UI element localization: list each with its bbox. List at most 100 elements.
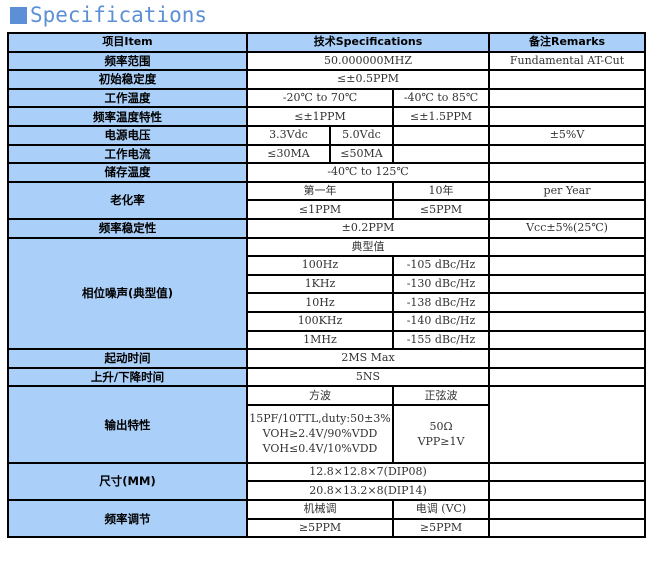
row-label: 电源电压 (7, 124, 248, 146)
table-cell: 2MS Max (245, 348, 491, 369)
table-cell: ≥5PPM (246, 517, 394, 539)
table-cell: ≤30MA (246, 143, 331, 165)
table-cell (488, 199, 647, 220)
table-row: 1MHz -155 dBc/Hz (8, 329, 647, 351)
table-row: 尺寸(MM) 12.8×12.8×7(DIP08) (7, 461, 647, 502)
table-row: 起动时间 2MS Max (7, 348, 647, 369)
table-cell (488, 69, 647, 90)
row-label: 尺寸(MM) (7, 461, 248, 502)
row-label: 初始稳定度 (7, 69, 248, 90)
section-title: Specifications (10, 2, 207, 28)
table-cell (488, 106, 647, 127)
table-row: 工作电流 ≤30MA ≤50MA (7, 143, 647, 165)
table-cell: -20℃ to 70℃ (246, 87, 394, 109)
table-cell (488, 310, 647, 332)
table-cell: 20.8×13.2×8(DIP14) (245, 480, 491, 502)
table-cell: 100KHz (246, 310, 394, 332)
table-row: 频率温度特性 ≤±1PPM ≤±1.5PPM (7, 106, 647, 127)
row-label: 工作温度 (7, 87, 248, 109)
table-cell: Vcc±5%(25℃) (488, 217, 647, 239)
table-cell (488, 292, 647, 313)
table-cell: -40℃ to 125℃ (245, 162, 491, 183)
row-label: 频率温度特性 (7, 106, 248, 127)
table-cell: per Year (488, 180, 647, 202)
table-cell: ≤50MA (329, 143, 394, 165)
table-row: 老化率 第一年 10年 per Year (7, 180, 647, 220)
table-cell (488, 255, 647, 276)
square-bullet-icon (10, 6, 27, 24)
row-label: 老化率 (7, 180, 248, 220)
table-cell: 3.3Vdc (246, 124, 331, 146)
table-row: 15PF/10TTL,duty:50±3% VOH≥2.4V/90%VDD VO… (8, 403, 645, 464)
row-label: 相位噪声(典型值) (7, 236, 248, 351)
table-cell: ≤5PPM (391, 199, 491, 220)
table-cell: 100Hz (246, 255, 394, 276)
table-cell: 电调 (VC) (391, 499, 491, 520)
table-cell: ≤1PPM (246, 199, 394, 220)
table-row: 频率稳定性 ±0.2PPM Vcc±5%(25℃) (7, 217, 647, 239)
table-row: 工作温度 -20℃ to 70℃ -40℃ to 85℃ (7, 87, 647, 109)
table-cell (488, 162, 647, 183)
table-cell: 第一年 (246, 180, 394, 202)
table-cell (488, 499, 647, 520)
table-cell: 50Ω VPP≥1V (391, 403, 491, 464)
table-row: 100Hz -105 dBc/Hz (8, 255, 647, 276)
row-label: 起动时间 (7, 348, 248, 369)
row-label: 频率稳定性 (7, 217, 248, 239)
table-cell (488, 461, 647, 483)
table-cell: -138 dBc/Hz (391, 292, 491, 313)
table-cell (488, 348, 647, 369)
row-label: 工作电流 (7, 143, 248, 165)
table-cell: ≤±0.5PPM (245, 69, 491, 90)
table-cell: ≤±1.5PPM (391, 106, 491, 127)
table-row: 电源电压 3.3Vdc 5.0Vdc ±5%V (7, 124, 647, 146)
table-cell (488, 366, 647, 388)
table-cell: ≤±1PPM (246, 106, 394, 127)
table-cell: 1KHz (246, 273, 394, 295)
table-cell: 50.000000MHZ (245, 50, 491, 72)
table-cell: -155 dBc/Hz (391, 329, 491, 351)
table-row: 上升/下降时间 5NS (7, 366, 647, 388)
table-cell (488, 385, 647, 464)
row-label: 储存温度 (7, 162, 248, 183)
table-cell (391, 124, 491, 146)
section-title-text: Specifications (30, 3, 208, 27)
specifications-table: 项目Item 技术Specifications 备注Remarks 频率范围 50… (7, 32, 647, 539)
header-item: 项目Item (7, 32, 248, 53)
table-cell: 10Hz (246, 292, 394, 313)
table-header-row: 项目Item 技术Specifications 备注Remarks (7, 32, 647, 53)
table-cell (488, 517, 647, 539)
table-row: 输出特性 方波 正弦波 (7, 385, 647, 464)
table-cell: 5NS (245, 366, 491, 388)
table-row: ≥5PPM ≥5PPM (8, 517, 647, 539)
table-cell: 5.0Vdc (329, 124, 394, 146)
table-row: 初始稳定度 ≤±0.5PPM (7, 69, 647, 90)
row-label: 上升/下降时间 (7, 366, 248, 388)
table-cell (488, 480, 647, 502)
table-row: 频率范围 50.000000MHZ Fundamental AT-Cut (7, 50, 647, 72)
table-cell (488, 87, 647, 109)
row-label: 频率范围 (7, 50, 248, 72)
table-cell: ±5%V (488, 124, 647, 146)
row-label: 频率调节 (7, 499, 248, 539)
table-cell: 机械调 (246, 499, 394, 520)
table-cell (488, 273, 647, 295)
table-cell: -40℃ to 85℃ (391, 87, 491, 109)
table-cell: 典型值 (245, 236, 491, 258)
table-cell: 方波 (246, 385, 394, 406)
table-row: 相位噪声(典型值) 典型值 (7, 236, 647, 351)
table-cell: 正弦波 (391, 385, 491, 406)
table-row: 储存温度 -40℃ to 125℃ (7, 162, 647, 183)
table-cell: Fundamental AT-Cut (488, 50, 647, 72)
table-cell: -130 dBc/Hz (391, 273, 491, 295)
row-label: 输出特性 (7, 385, 248, 464)
table-cell: 15PF/10TTL,duty:50±3% VOH≥2.4V/90%VDD VO… (246, 403, 394, 464)
table-cell: ±0.2PPM (245, 217, 491, 239)
table-cell: -140 dBc/Hz (391, 310, 491, 332)
table-cell: ≥5PPM (391, 517, 491, 539)
header-specifications: 技术Specifications (245, 32, 491, 53)
table-cell (488, 143, 647, 165)
table-row: 频率调节 机械调 电调 (VC) (7, 499, 647, 539)
table-cell: -105 dBc/Hz (391, 255, 491, 276)
table-cell: 12.8×12.8×7(DIP08) (245, 461, 491, 483)
